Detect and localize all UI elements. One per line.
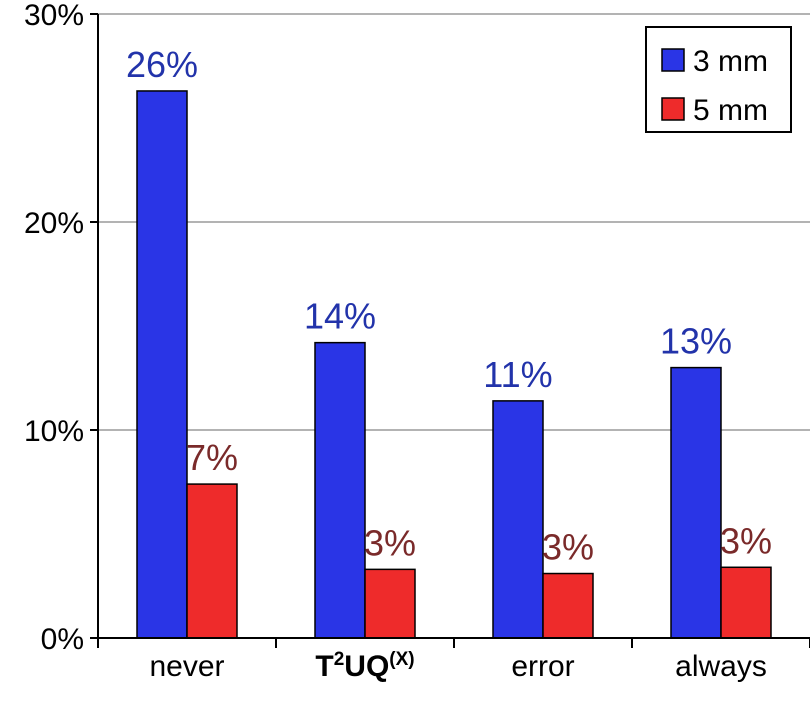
- y-tick-label: 10%: [24, 415, 84, 448]
- x-ticks: [97, 638, 810, 648]
- data-labels: 26% 7% 14% 3% 11% 3% 13% 3%: [126, 44, 772, 568]
- data-label: 3%: [364, 522, 416, 563]
- bar-3mm-2: [492, 400, 544, 639]
- data-label: 14%: [304, 296, 376, 337]
- bar-5mm-1: [364, 568, 416, 639]
- bar-3mm-0: [136, 90, 188, 639]
- legend: 3 mm 5 mm: [645, 26, 792, 133]
- bar-3mm-3: [670, 366, 722, 639]
- data-label: 3%: [542, 527, 594, 568]
- legend-swatch-3mm: [661, 48, 685, 72]
- bar-5mm-0: [186, 483, 238, 639]
- y-tick-label: 20%: [24, 207, 84, 240]
- legend-label-5mm: 5 mm: [693, 94, 768, 127]
- y-tick-label: 30%: [24, 0, 84, 32]
- bar-3mm-1: [314, 341, 366, 639]
- data-label: 11%: [483, 354, 552, 395]
- legend-label-3mm: 3 mm: [693, 45, 768, 78]
- legend-swatch-5mm: [661, 97, 685, 121]
- bars: [136, 90, 772, 639]
- data-label: 7%: [186, 437, 238, 478]
- data-label: 26%: [126, 44, 198, 85]
- category-label: always: [675, 650, 767, 683]
- data-label: 3%: [720, 520, 772, 561]
- data-label: 13%: [660, 321, 732, 362]
- bar-5mm-2: [542, 572, 594, 639]
- y-ticks: 0% 10% 20% 30%: [24, 0, 98, 656]
- category-labels: never T2UQ(X) error always: [149, 649, 766, 683]
- category-label: error: [511, 650, 574, 683]
- category-label: T2UQ(X): [315, 649, 414, 683]
- y-tick-label: 0%: [41, 623, 84, 656]
- bar-5mm-3: [720, 566, 772, 639]
- category-label: never: [149, 650, 224, 683]
